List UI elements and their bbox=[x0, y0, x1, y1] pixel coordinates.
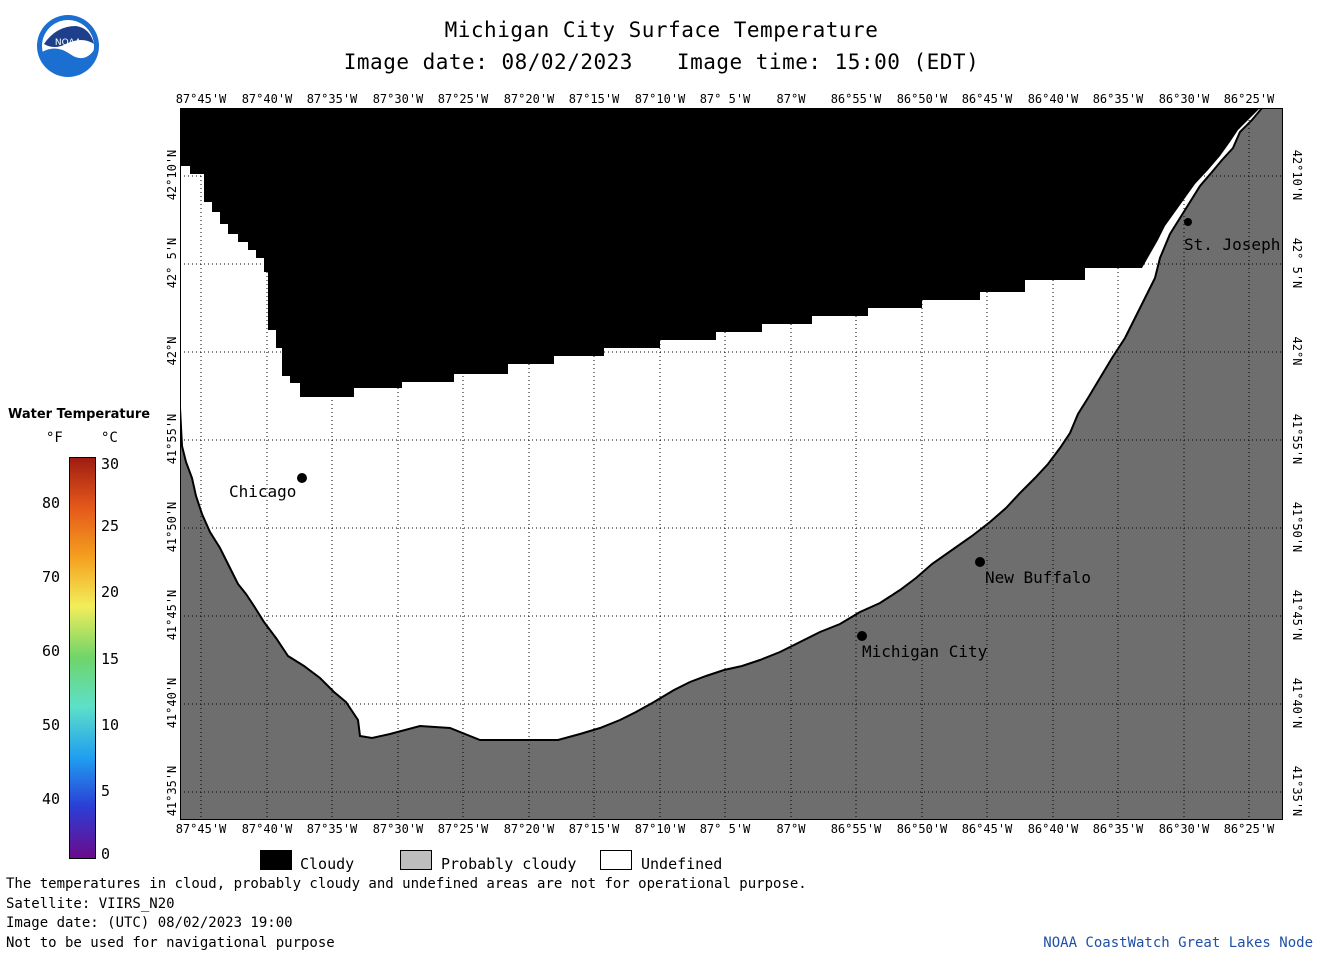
lat-label: 42°10'N bbox=[1290, 149, 1304, 201]
land-area bbox=[180, 108, 1283, 820]
lon-label: 87° 5'W bbox=[699, 822, 751, 836]
lat-label: 42°10'N bbox=[165, 149, 179, 201]
lon-label: 87°40'W bbox=[241, 822, 293, 836]
lon-label: 86°40'W bbox=[1027, 92, 1079, 106]
lon-label: 87°W bbox=[776, 822, 806, 836]
lon-label: 87°20'W bbox=[503, 92, 555, 106]
temperature-colorbar bbox=[69, 457, 96, 859]
lat-label: 41°35'N bbox=[165, 765, 179, 817]
lon-label: 87°20'W bbox=[503, 822, 555, 836]
cloud-area bbox=[180, 108, 1260, 397]
lat-label: 41°45'N bbox=[165, 589, 179, 641]
undefined-swatch bbox=[600, 850, 632, 870]
lon-label: 86°55'W bbox=[830, 92, 882, 106]
lat-label: 41°40'N bbox=[1290, 677, 1304, 729]
lon-label: 87°10'W bbox=[634, 92, 686, 106]
tick-label-c: 0 bbox=[101, 845, 111, 863]
cloudy-key-label: Cloudy bbox=[300, 855, 355, 873]
lon-label: 86°55'W bbox=[830, 822, 882, 836]
tick-label-c: 15 bbox=[101, 650, 120, 668]
place-label-michigan-city: Michigan City bbox=[862, 642, 988, 661]
lat-label: 42° 5'N bbox=[165, 237, 179, 289]
new-buffalo-marker bbox=[975, 557, 985, 567]
lon-label: 87°40'W bbox=[241, 92, 293, 106]
lon-label: 86°50'W bbox=[896, 92, 948, 106]
lon-label: 87°35'W bbox=[306, 822, 358, 836]
image-date: Image date: 08/02/2023 bbox=[343, 50, 633, 74]
place-label-st-joseph: St. Joseph bbox=[1184, 235, 1281, 254]
tick-label-f: 80 bbox=[41, 494, 60, 512]
lat-label: 42° 5'N bbox=[1290, 237, 1304, 289]
lat-label: 41°55'N bbox=[165, 413, 179, 465]
lon-label: 87°35'W bbox=[306, 92, 358, 106]
lon-label: 87°45'W bbox=[175, 822, 227, 836]
probably-cloudy-swatch bbox=[400, 850, 432, 870]
probably-cloudy-key-label: Probably cloudy bbox=[441, 855, 577, 873]
lon-label: 87°30'W bbox=[372, 92, 424, 106]
lat-label: 41°55'N bbox=[1290, 413, 1304, 465]
place-label-new-buffalo: New Buffalo bbox=[985, 568, 1091, 587]
lat-label: 42°N bbox=[1290, 336, 1304, 366]
tick-label-c: 30 bbox=[101, 455, 120, 473]
satellite-line: Satellite: VIIRS_N20 bbox=[6, 896, 175, 912]
lat-label: 41°45'N bbox=[1290, 589, 1304, 641]
lon-label: 87°15'W bbox=[568, 822, 620, 836]
lon-label: 87° 5'W bbox=[699, 92, 751, 106]
michigan-city-marker bbox=[857, 631, 867, 641]
map-subtitle: Image date: 08/02/2023 Image time: 15:00 … bbox=[0, 50, 1323, 74]
tick-label-c: 20 bbox=[101, 583, 120, 601]
lon-label: 86°45'W bbox=[961, 92, 1013, 106]
lat-label: 42°N bbox=[165, 336, 179, 366]
graticule bbox=[180, 108, 1283, 820]
tick-label-c: 10 bbox=[101, 716, 120, 734]
tick-label-c: 5 bbox=[101, 782, 111, 800]
lon-label: 87°25'W bbox=[437, 92, 489, 106]
map-title: Michigan City Surface Temperature bbox=[444, 18, 879, 42]
lon-label: 86°45'W bbox=[961, 822, 1013, 836]
lon-label: 86°40'W bbox=[1027, 822, 1079, 836]
lon-label: 86°35'W bbox=[1092, 92, 1144, 106]
lon-label: 87°25'W bbox=[437, 822, 489, 836]
lon-label: 86°50'W bbox=[896, 822, 948, 836]
noaa-logo: NOAA bbox=[37, 15, 99, 77]
utc-date-line: Image date: (UTC) 08/02/2023 19:00 bbox=[6, 915, 293, 931]
credit-link[interactable]: NOAA CoastWatch Great Lakes Node bbox=[1043, 935, 1313, 951]
lon-label: 87°W bbox=[776, 92, 806, 106]
disclaimer-line: The temperatures in cloud, probably clou… bbox=[6, 876, 807, 892]
legend-unit-c: °C bbox=[101, 430, 118, 446]
lon-label: 87°10'W bbox=[634, 822, 686, 836]
image-time: Image time: 15:00 (EDT) bbox=[676, 50, 980, 74]
chicago-marker bbox=[297, 473, 307, 483]
lon-label: 86°35'W bbox=[1092, 822, 1144, 836]
svg-text:NOAA: NOAA bbox=[55, 38, 82, 48]
lat-label: 41°35'N bbox=[1290, 765, 1304, 817]
navigation-disclaimer: Not to be used for navigational purpose bbox=[6, 935, 335, 951]
lon-label: 86°25'W bbox=[1223, 822, 1275, 836]
tick-label-c: 25 bbox=[101, 517, 120, 535]
legend-title: Water Temperature bbox=[8, 407, 151, 422]
tick-label-f: 40 bbox=[41, 790, 60, 808]
tick-label-f: 60 bbox=[41, 642, 60, 660]
undefined-key-label: Undefined bbox=[641, 855, 723, 873]
cloudy-swatch bbox=[260, 850, 292, 870]
place-label-chicago: Chicago bbox=[229, 482, 297, 501]
lon-label: 87°45'W bbox=[175, 92, 227, 106]
lat-label: 41°40'N bbox=[165, 677, 179, 729]
st-joseph-marker bbox=[1184, 218, 1192, 226]
lon-label: 86°25'W bbox=[1223, 92, 1275, 106]
tick-label-f: 50 bbox=[41, 716, 60, 734]
temperature-map bbox=[180, 108, 1283, 820]
lon-label: 86°30'W bbox=[1158, 92, 1210, 106]
lat-label: 41°50'N bbox=[1290, 501, 1304, 553]
lon-label: 86°30'W bbox=[1158, 822, 1210, 836]
lon-label: 87°30'W bbox=[372, 822, 424, 836]
legend-unit-f: °F bbox=[46, 430, 63, 446]
lat-label: 41°50'N bbox=[165, 501, 179, 553]
tick-label-f: 70 bbox=[41, 568, 60, 586]
lon-label: 87°15'W bbox=[568, 92, 620, 106]
